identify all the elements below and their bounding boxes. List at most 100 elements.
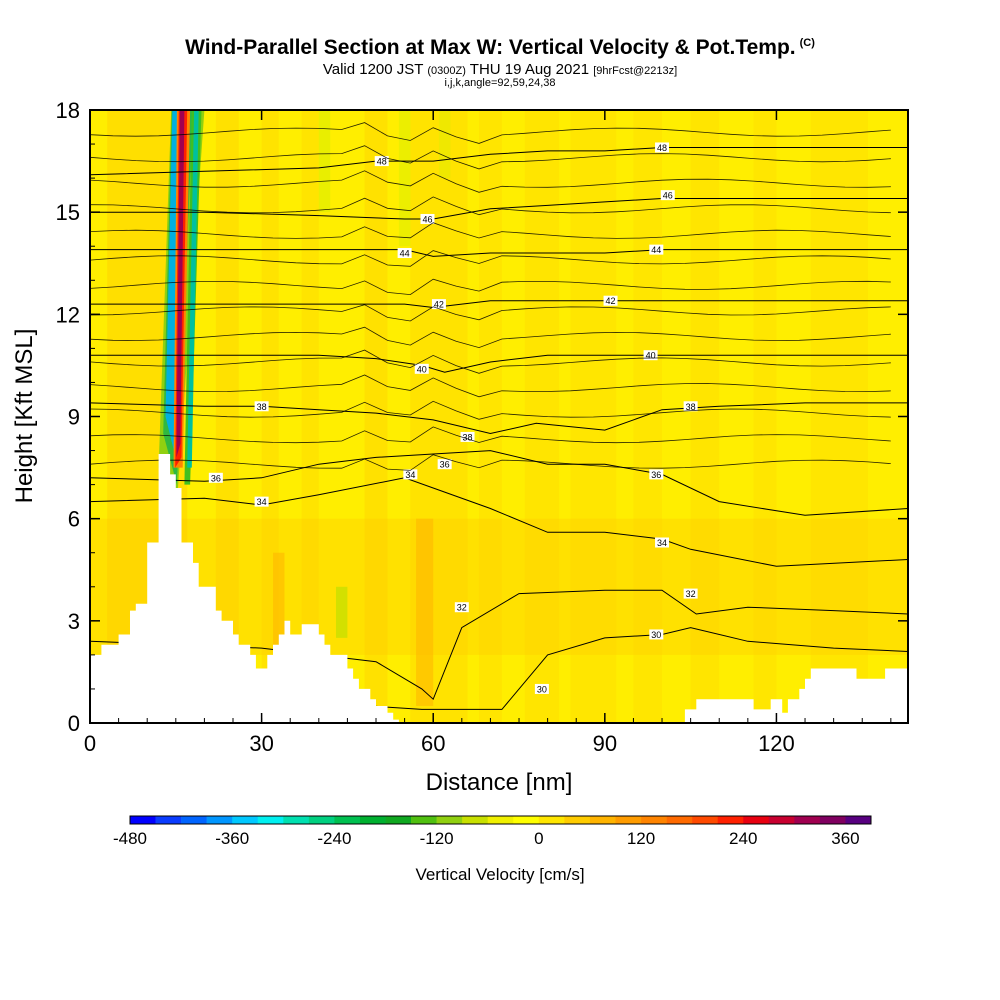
colorbar-swatch xyxy=(717,816,744,824)
contour-label-box xyxy=(454,602,469,613)
theta-contour-minor-8 xyxy=(90,250,891,267)
contour-label-box xyxy=(460,431,475,442)
theta-contour-minor-1 xyxy=(90,426,891,444)
contour-label-box xyxy=(649,469,664,480)
colorbar-swatch xyxy=(487,816,514,824)
forecast-info: [9hrFcst@2213z] xyxy=(593,65,678,77)
colorbar-tick-label: 360 xyxy=(831,829,859,848)
colorbar-swatch xyxy=(692,816,718,824)
y-tick-label: 15 xyxy=(56,200,80,225)
y-tick-label: 9 xyxy=(68,405,80,430)
contour-label-box xyxy=(420,213,435,224)
theta-contour-minor-9 xyxy=(90,222,891,239)
colorbar-tick-label: 120 xyxy=(627,829,655,848)
contour-label-box xyxy=(649,629,664,640)
x-tick-label: 60 xyxy=(421,731,445,756)
theta-contour-minor-5 xyxy=(90,326,891,349)
velocity-shade-16 xyxy=(335,586,348,638)
contour-label-46: 46 xyxy=(422,214,432,224)
contour-label-34: 34 xyxy=(405,470,415,480)
contour-label-44: 44 xyxy=(651,245,661,255)
colorbar-title: Vertical Velocity [cm/s] xyxy=(415,865,584,884)
colorbar-swatch xyxy=(411,816,437,824)
colorbar-swatch xyxy=(743,816,770,824)
contour-label-40: 40 xyxy=(646,351,656,361)
contour-label-34: 34 xyxy=(257,497,267,507)
contour-label-box xyxy=(403,469,418,480)
contour-label-30: 30 xyxy=(651,630,661,640)
colorbar-swatch xyxy=(615,816,642,824)
contour-label-box xyxy=(414,363,429,374)
colorbar-tick-label: -240 xyxy=(317,829,351,848)
colorbar-swatch xyxy=(768,816,795,824)
contour-label-box xyxy=(254,496,269,507)
velocity-shade-12 xyxy=(810,110,868,723)
velocity-shade-10 xyxy=(690,110,720,723)
colorbar-swatch xyxy=(666,816,693,824)
contour-label-42: 42 xyxy=(606,296,616,306)
x-tick-label: 0 xyxy=(84,731,96,756)
velocity-shade-11 xyxy=(753,110,777,723)
contour-label-36: 36 xyxy=(211,473,221,483)
terrain xyxy=(90,454,908,723)
contour-label-box xyxy=(655,142,670,153)
valid-date: THU 19 Aug 2021 xyxy=(469,61,590,78)
theta-contour-minor-0 xyxy=(90,454,891,471)
colorbar-swatch xyxy=(845,816,872,824)
theta-contour-36 xyxy=(90,450,908,516)
colorbar-swatch xyxy=(334,816,361,824)
y-tick-label: 18 xyxy=(56,98,80,123)
colorbar-swatch xyxy=(308,816,335,824)
velocity-plume-7 xyxy=(187,110,199,468)
colorbar-swatch xyxy=(589,816,616,824)
x-tick-label: 120 xyxy=(758,731,795,756)
title-mark: (C) xyxy=(799,37,815,49)
contour-label-box xyxy=(655,537,670,548)
y-tick-label: 12 xyxy=(56,302,80,327)
velocity-shade-15 xyxy=(273,552,285,672)
y-tick-label: 0 xyxy=(68,711,80,736)
contour-label-box xyxy=(254,401,269,412)
colorbar-swatch xyxy=(206,816,233,824)
contour-label-box xyxy=(208,472,223,483)
contour-label-30: 30 xyxy=(537,684,547,694)
colorbar-tick-label: -120 xyxy=(420,829,454,848)
contour-label-38: 38 xyxy=(686,402,696,412)
theta-contour-minor-7 xyxy=(90,278,891,296)
colorbar-swatch xyxy=(641,816,667,824)
velocity-shade-19 xyxy=(438,110,451,179)
contour-label-box xyxy=(660,190,675,201)
contour-label-box xyxy=(534,683,549,694)
colorbar-tick-label: 240 xyxy=(729,829,757,848)
contour-label-box xyxy=(603,295,618,306)
contour-label-48: 48 xyxy=(657,143,667,153)
colorbar-tick-label: -360 xyxy=(215,829,249,848)
colorbar-swatch xyxy=(181,816,207,824)
theta-contour-42 xyxy=(90,300,908,309)
colorbar-frame xyxy=(129,815,872,825)
contour-label-38: 38 xyxy=(463,432,473,442)
contour-label-34: 34 xyxy=(657,538,667,548)
x-axis-title: Distance [nm] xyxy=(426,769,573,796)
contour-label-box xyxy=(643,350,658,361)
velocity-shade-14 xyxy=(416,518,434,706)
colorbar-swatch xyxy=(359,816,386,824)
colorbar-swatch xyxy=(794,816,821,824)
theta-contour-minor-10 xyxy=(90,196,891,216)
contour-label-48: 48 xyxy=(377,157,387,167)
theta-contour-minor-13 xyxy=(90,122,891,144)
contour-label-32: 32 xyxy=(457,603,467,613)
velocity-shade-4 xyxy=(364,110,388,723)
colorbar-swatch xyxy=(155,816,182,824)
colorbar-swatch xyxy=(513,816,540,824)
contour-label-44: 44 xyxy=(400,249,410,259)
y-tick-label: 6 xyxy=(68,507,80,532)
contour-label-38: 38 xyxy=(257,402,267,412)
colorbar-tick-label: -480 xyxy=(113,829,147,848)
colorbar-swatch xyxy=(436,816,463,824)
colorbar-swatch xyxy=(130,816,156,824)
x-tick-label: 30 xyxy=(249,731,273,756)
contour-label-32: 32 xyxy=(686,589,696,599)
colorbar-swatch xyxy=(462,816,489,824)
contour-label-box xyxy=(397,248,412,259)
